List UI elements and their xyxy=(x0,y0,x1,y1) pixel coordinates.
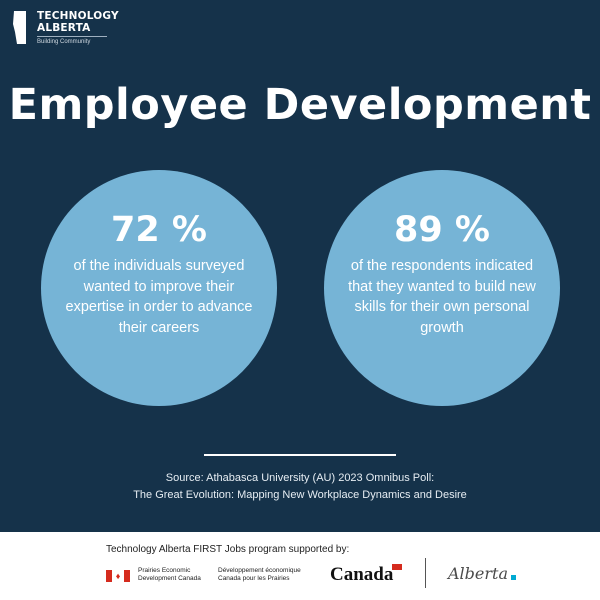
canada-wordmark: Canada xyxy=(330,564,394,585)
source-line-2: The Great Evolution: Mapping New Workpla… xyxy=(133,489,467,501)
prairies-en-line-2: Development Canada xyxy=(138,575,201,582)
logo-text: TECHNOLOGY ALBERTA Building Community xyxy=(37,10,119,45)
canada-wordmark-flag-icon xyxy=(392,564,402,570)
sponsor-footer: Technology Alberta FIRST Jobs program su… xyxy=(0,532,600,600)
prairies-fr-line-1: Développement économique xyxy=(218,567,301,574)
source-line-1: Source: Athabasca University (AU) 2023 O… xyxy=(165,472,435,484)
stat-value: 89 % xyxy=(394,210,490,250)
page-title: Employee Development xyxy=(8,80,592,130)
source-citation: Source: Athabasca University (AU) 2023 O… xyxy=(0,470,600,504)
logo-tagline: Building Community xyxy=(37,36,107,45)
prairies-economic-development-en: Prairies Economic Development Canada xyxy=(138,567,201,583)
alberta-mark-icon xyxy=(511,575,516,580)
canada-flag-icon: ♦ xyxy=(106,570,130,582)
support-text: Technology Alberta FIRST Jobs program su… xyxy=(106,544,350,555)
stat-description: of the individuals surveyed wanted to im… xyxy=(65,258,253,336)
logo-line-technology: TECHNOLOGY xyxy=(37,10,119,22)
prairies-fr-line-2: Canada pour les Prairies xyxy=(218,575,290,582)
prairies-en-line-1: Prairies Economic xyxy=(138,567,191,574)
divider xyxy=(204,454,396,456)
technology-alberta-logo: TECHNOLOGY ALBERTA Building Community xyxy=(12,10,119,46)
footer-divider xyxy=(425,558,426,588)
alberta-province-icon xyxy=(13,11,26,44)
stat-value: 72 % xyxy=(111,210,207,250)
prairies-economic-development-fr: Développement économique Canada pour les… xyxy=(218,567,301,583)
stat-circle-72: 72 % of the individuals surveyed wanted … xyxy=(41,170,277,406)
logo-line-alberta: ALBERTA xyxy=(37,22,91,34)
stat-circle-89: 89 % of the respondents indicated that t… xyxy=(324,170,560,406)
alberta-wordmark: Alberta xyxy=(448,564,508,583)
stat-description: of the respondents indicated that they w… xyxy=(348,258,536,336)
